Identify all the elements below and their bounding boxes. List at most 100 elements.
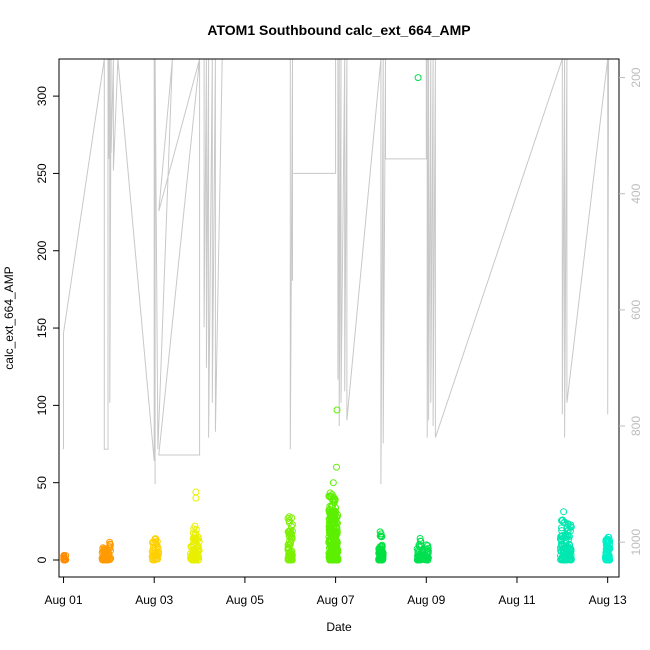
data-point	[415, 555, 423, 563]
data-point	[375, 544, 383, 552]
data-point	[325, 544, 333, 552]
data-point	[606, 537, 614, 545]
data-point	[107, 541, 114, 549]
data-point	[566, 556, 574, 564]
x-tick-label: Aug 07	[317, 593, 355, 607]
data-point	[326, 489, 334, 497]
data-point	[605, 556, 613, 564]
data-point	[287, 551, 294, 559]
data-point	[415, 553, 422, 561]
data-point	[98, 549, 106, 556]
data-point	[420, 546, 427, 553]
data-point	[375, 556, 383, 564]
data-point	[332, 504, 339, 512]
y-axis: 0 50 100 150 200 250 300	[35, 86, 59, 563]
data-point	[376, 528, 384, 536]
y-tick-label: 150	[35, 318, 49, 338]
x-tick-label: Aug 11	[498, 593, 535, 607]
data-point	[558, 516, 566, 524]
data-point	[191, 549, 199, 557]
data-point	[284, 544, 292, 552]
data-point	[604, 533, 612, 541]
data-point	[560, 533, 568, 541]
secondary-y-tick-label: 1000	[629, 528, 643, 555]
secondary-y-tick-label: 600	[629, 300, 643, 320]
data-point	[557, 556, 565, 564]
data-point	[562, 532, 569, 540]
data-point	[194, 554, 202, 562]
data-point	[563, 543, 570, 551]
x-tick-label: Aug 05	[226, 593, 264, 607]
data-point	[414, 74, 422, 82]
data-point	[332, 532, 340, 540]
data-point	[424, 548, 431, 556]
data-point	[419, 554, 427, 561]
data-point	[333, 463, 340, 471]
data-point	[325, 533, 333, 541]
data-point	[605, 544, 613, 551]
x-tick-label: Aug 03	[135, 593, 173, 607]
plot-frame	[58, 58, 620, 578]
data-point	[333, 544, 341, 552]
x-tick-label: Aug 13	[589, 593, 627, 607]
data-point	[150, 538, 158, 546]
data-point	[326, 529, 334, 537]
data-point	[377, 533, 385, 540]
data-point	[288, 530, 296, 538]
data-point	[151, 550, 159, 557]
secondary-series-line	[63, 59, 610, 485]
data-point	[189, 540, 197, 548]
y-tick-label: 200	[35, 240, 49, 260]
y-tick-label: 100	[35, 395, 49, 415]
y-tick-label: 300	[35, 86, 49, 106]
x-tick-label: Aug 09	[407, 593, 445, 607]
data-point	[287, 529, 295, 537]
data-point	[376, 549, 384, 557]
data-point	[102, 554, 110, 561]
data-point	[566, 523, 574, 530]
data-point	[154, 548, 162, 556]
data-point	[288, 514, 296, 522]
data-point	[192, 488, 200, 496]
data-point	[106, 543, 113, 551]
data-point	[284, 541, 292, 549]
data-point	[190, 525, 198, 533]
data-point	[191, 554, 199, 562]
x-tick-label: Aug 01	[45, 593, 83, 607]
data-point	[416, 535, 424, 542]
data-point	[417, 537, 425, 545]
secondary-y-tick-label: 200	[629, 67, 643, 87]
x-axis-label: Date	[326, 620, 352, 634]
data-point	[332, 540, 340, 548]
data-point	[422, 555, 430, 563]
data-point	[190, 543, 198, 550]
scatter-points-group	[60, 74, 614, 564]
x-axis: Aug 01 Aug 03 Aug 05 Aug 07 Aug 09 Aug 11 Aug …	[45, 577, 627, 607]
data-point	[151, 535, 159, 543]
data-point	[329, 479, 337, 487]
secondary-series-group	[63, 59, 610, 485]
data-point	[328, 553, 335, 561]
data-point	[151, 554, 159, 562]
y-tick-label: 0	[35, 556, 49, 563]
secondary-y-axis: 200 400 600 800 1000	[619, 67, 643, 556]
secondary-y-tick-label: 800	[629, 416, 643, 436]
data-point	[376, 553, 384, 561]
data-point	[60, 553, 68, 561]
data-point	[328, 503, 336, 511]
data-point	[191, 532, 199, 540]
data-point	[330, 524, 338, 532]
secondary-y-tick-label: 400	[629, 183, 643, 203]
y-tick-label: 250	[35, 163, 49, 183]
data-point	[560, 508, 568, 516]
data-point	[287, 526, 294, 534]
data-point	[604, 536, 612, 544]
data-point	[415, 541, 423, 549]
data-point	[559, 532, 567, 539]
data-point	[424, 549, 432, 557]
data-point	[154, 544, 162, 552]
data-point	[327, 525, 335, 533]
data-point	[333, 406, 341, 414]
y-axis-label: calc_ext_664_AMP	[2, 266, 16, 369]
